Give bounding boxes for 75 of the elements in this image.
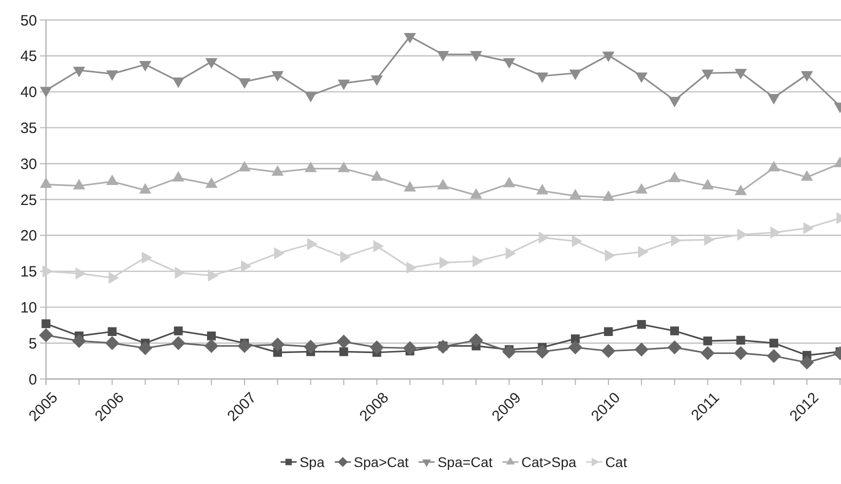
y-tick-label: 10: [20, 299, 37, 316]
y-tick-label: 35: [20, 120, 37, 137]
point: [635, 72, 648, 84]
point: [339, 347, 348, 356]
point: [800, 355, 814, 370]
y-tick-label: 0: [28, 371, 37, 388]
point: [304, 340, 318, 354]
legend-label: Spa>Cat: [354, 454, 409, 470]
point: [637, 320, 646, 329]
y-tick-label: 20: [20, 228, 37, 245]
point: [436, 50, 450, 62]
point: [270, 338, 285, 352]
point: [569, 70, 582, 80]
y-tick-label: 50: [20, 12, 37, 30]
legend-label: Spa=Cat: [438, 454, 493, 470]
legend-label: Cat>Spa: [521, 454, 576, 470]
point: [670, 326, 679, 336]
point: [304, 92, 317, 102]
point: [108, 327, 117, 336]
y-tick-label: 25: [20, 192, 37, 209]
point: [72, 334, 86, 348]
point: [703, 336, 712, 346]
point: [238, 78, 251, 89]
point: [768, 94, 780, 105]
point: [207, 332, 216, 340]
point: [370, 75, 383, 86]
point: [734, 346, 748, 360]
point: [700, 346, 715, 360]
point: [172, 78, 184, 88]
point: [470, 50, 482, 62]
point: [138, 341, 152, 356]
point: [800, 71, 813, 82]
point: [39, 328, 53, 342]
point: [766, 349, 781, 364]
point: [402, 341, 417, 356]
point: [42, 319, 50, 328]
y-tick-label: 30: [20, 156, 37, 173]
point: [174, 326, 183, 336]
point: [469, 333, 484, 348]
point: [601, 344, 616, 358]
y-tick-label: 5: [28, 335, 37, 352]
point: [702, 70, 714, 80]
point: [436, 340, 450, 354]
y-tick-label: 45: [20, 48, 37, 66]
point: [769, 338, 778, 348]
y-tick-label: 15: [20, 264, 37, 281]
point: [272, 71, 284, 82]
point: [238, 338, 252, 353]
point: [40, 86, 52, 98]
point: [734, 68, 747, 80]
point: [604, 327, 613, 336]
point: [336, 334, 351, 349]
point: [536, 72, 548, 84]
point: [106, 70, 118, 81]
point: [139, 61, 152, 72]
point: [370, 340, 384, 354]
point: [105, 336, 120, 350]
point: [736, 336, 746, 345]
point: [73, 66, 86, 78]
point: [568, 340, 582, 354]
point: [668, 96, 681, 108]
point: [503, 58, 516, 69]
point: [338, 80, 350, 90]
point: [171, 336, 186, 350]
legend-label: Spa: [300, 454, 325, 470]
point: [634, 342, 648, 357]
point: [205, 58, 218, 69]
legend-label: Cat: [605, 454, 628, 470]
point: [404, 33, 416, 44]
point: [204, 338, 218, 353]
point: [602, 52, 614, 62]
y-tick-label: 40: [20, 84, 37, 102]
point: [502, 344, 516, 359]
point: [535, 344, 550, 359]
point: [668, 340, 682, 354]
